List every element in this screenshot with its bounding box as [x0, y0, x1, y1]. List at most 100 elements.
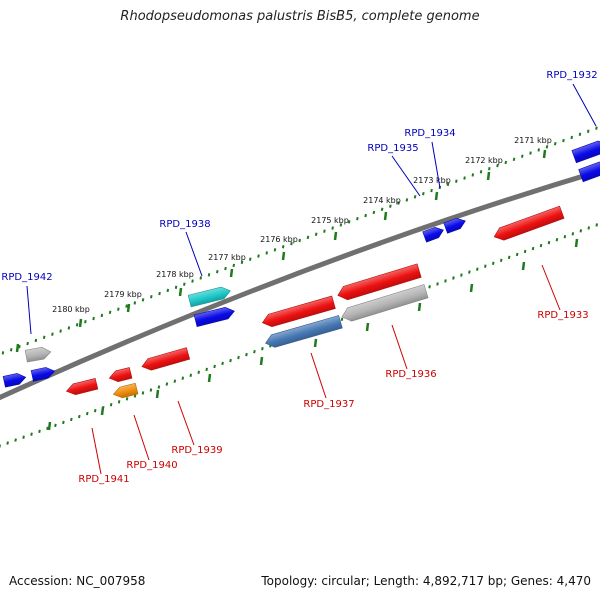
gene-rpd1933: [493, 205, 565, 241]
outer-scale-tick: [446, 182, 450, 187]
genome-backbone: [0, 168, 600, 401]
leader-line: [26, 285, 32, 335]
inner-scale-tick: [595, 223, 599, 227]
inner-scale-tick: [165, 382, 169, 386]
leader-line: [431, 141, 441, 189]
outer-scale-tick: [306, 235, 310, 240]
inner-scale-tick: [141, 391, 145, 395]
inner-scale-tick: [460, 273, 463, 277]
outer-scale-tick: [405, 198, 409, 202]
outer-scale-tick: [67, 326, 71, 330]
outer-scale-tick: [562, 138, 565, 143]
inner-scale-tick: [571, 232, 575, 236]
outer-scale-tick: [413, 195, 417, 199]
gene-label-forward: RPD_1942: [1, 272, 52, 283]
inner-scale-tick: [22, 435, 25, 439]
gene-rpd1942: [24, 346, 52, 363]
gene-rpd1936: [337, 263, 422, 301]
outer-scale-tick: [455, 179, 458, 183]
outer-major-tick: [15, 343, 20, 353]
outer-major-tick: [281, 251, 286, 261]
leader-line: [572, 83, 597, 127]
outer-scale-tick: [117, 307, 120, 311]
scale-label: 2172 kbp: [465, 156, 503, 165]
outer-scale-tick: [141, 298, 145, 302]
outer-scale-tick: [512, 157, 516, 162]
outer-scale-tick: [59, 329, 62, 333]
outer-scale-tick: [108, 310, 112, 314]
outer-scale-tick: [232, 263, 236, 268]
inner-scale-tick: [468, 270, 471, 274]
inner-scale-tick: [484, 264, 487, 268]
inner-scale-tick: [46, 426, 49, 431]
inner-major-tick: [259, 356, 264, 366]
outer-scale-tick: [471, 173, 475, 177]
outer-major-tick: [542, 149, 547, 159]
gene-rpd1937: [261, 295, 336, 328]
inner-scale-tick: [205, 367, 208, 372]
inner-major-tick: [521, 261, 526, 271]
gene-label-reverse: RPD_1933: [537, 310, 588, 321]
outer-scale-tick: [158, 291, 161, 296]
leader-line: [541, 264, 561, 311]
inner-scale-tick: [70, 417, 73, 422]
gene-rpd1941: [65, 378, 99, 395]
outer-scale-tick: [520, 154, 524, 158]
outer-scale-tick: [290, 241, 293, 246]
inner-scale-tick: [476, 267, 479, 271]
inner-scale-tick: [245, 352, 248, 357]
inner-scale-tick: [444, 279, 447, 283]
outer-major-tick: [229, 268, 234, 278]
inner-scale-tick: [452, 276, 455, 280]
inner-scale-tick: [579, 229, 583, 233]
leader-line: [133, 414, 150, 461]
leader-line: [185, 231, 203, 277]
gene-label-reverse: RPD_1937: [303, 399, 354, 410]
gene-forward: [2, 373, 27, 388]
outer-scale-tick: [191, 279, 194, 283]
outer-scale-tick: [479, 170, 483, 174]
inner-scale-tick: [149, 388, 153, 392]
outer-scale-tick: [397, 201, 400, 205]
leader-line: [310, 352, 327, 399]
leader-line: [177, 400, 195, 446]
accession-text: Accession: NC_007958: [9, 574, 146, 588]
outer-scale-tick: [273, 248, 277, 252]
inner-scale-tick: [499, 258, 503, 263]
outer-major-tick: [78, 318, 83, 328]
inner-major-tick: [469, 283, 474, 293]
outer-scale-tick: [331, 226, 334, 230]
outer-scale-tick: [183, 282, 186, 286]
outer-scale-tick: [281, 245, 285, 249]
outer-scale-tick: [595, 126, 598, 130]
gene-label-reverse: RPD_1941: [78, 474, 129, 485]
inner-scale-tick: [93, 408, 97, 413]
inner-major-tick: [313, 338, 318, 348]
leader-line: [391, 324, 408, 370]
gene-rpd1935: [422, 226, 444, 243]
gene-forward: [193, 306, 235, 328]
outer-scale-tick: [570, 135, 574, 140]
scale-label: 2180 kbp: [52, 305, 90, 314]
inner-scale-tick: [340, 317, 344, 321]
leader-line: [391, 155, 421, 197]
inner-scale-tick: [213, 364, 216, 369]
outer-scale-tick: [100, 313, 104, 318]
outer-scale-tick: [545, 145, 549, 149]
inner-scale-tick: [117, 400, 121, 404]
outer-scale-tick: [372, 210, 376, 215]
outer-scale-tick: [84, 319, 87, 324]
outer-major-tick: [434, 191, 439, 201]
outer-scale-tick: [34, 338, 38, 343]
inner-scale-tick: [547, 240, 551, 245]
inner-scale-tick: [85, 411, 89, 416]
gene-label-forward: RPD_1934: [404, 128, 455, 139]
gene-label-reverse: RPD_1939: [171, 445, 222, 456]
scale-label: 2177 kbp: [208, 253, 246, 262]
inner-scale-tick: [78, 414, 81, 419]
outer-scale-tick: [150, 294, 153, 299]
inner-scale-tick: [237, 355, 240, 360]
inner-scale-tick: [54, 423, 57, 428]
outer-scale-tick: [463, 176, 466, 180]
